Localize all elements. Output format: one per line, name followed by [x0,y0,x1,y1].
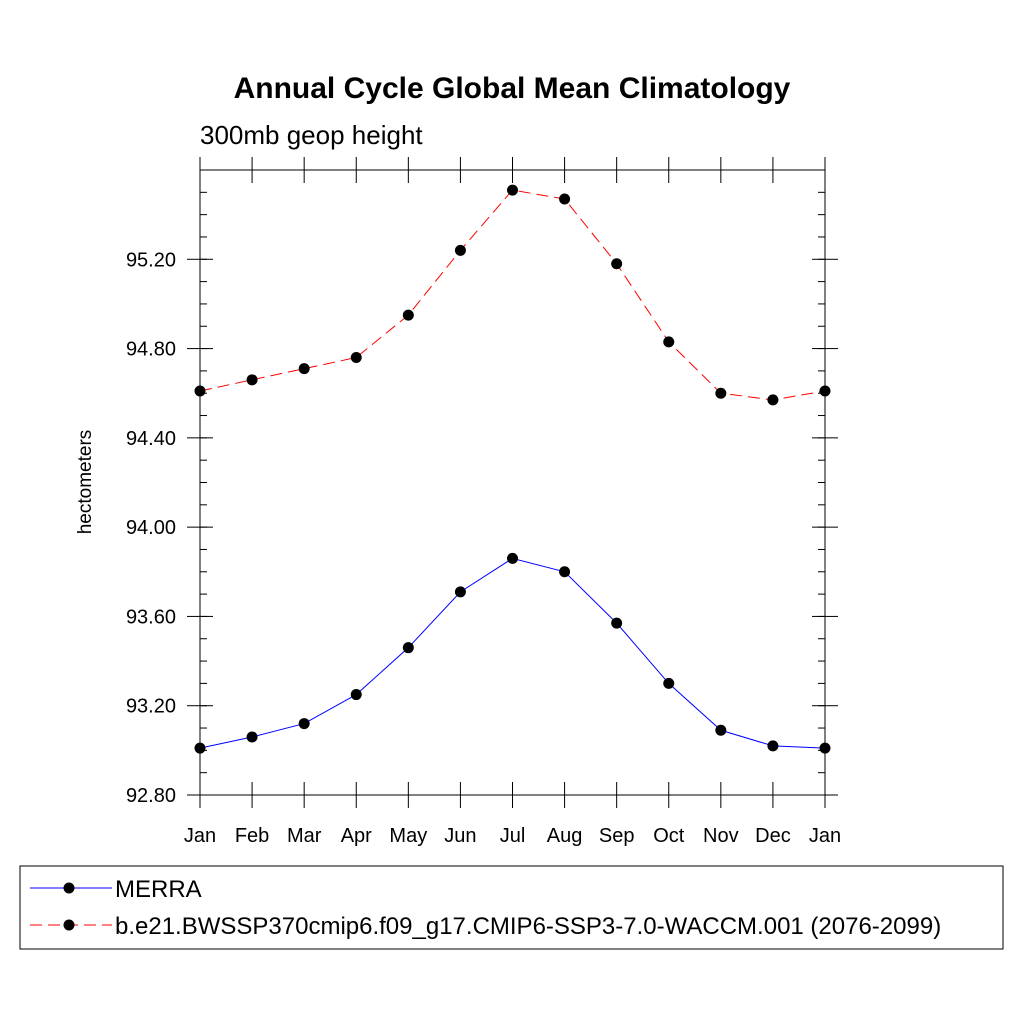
series-layer [194,184,831,754]
x-tick-label: May [389,825,427,847]
data-point [663,336,675,348]
x-tick-label: Dec [755,825,791,847]
data-point [559,193,571,205]
data-point [194,385,206,397]
x-tick-label: Nov [703,825,739,847]
legend-label: MERRA [115,876,202,903]
data-point [298,718,310,730]
legend-marker-1 [63,919,75,931]
data-point [715,724,727,736]
legend: MERRA b.e21.BWSSP370cmip6.f09_g17.CMIP6-S… [19,865,1004,950]
data-point [559,566,571,578]
legend-marker-0 [63,882,75,894]
x-tick-label: Sep [599,825,635,847]
legend-label: b.e21.BWSSP370cmip6.f09_g17.CMIP6-SSP3-7… [115,913,941,940]
data-point [246,374,258,386]
data-point [454,586,466,598]
data-point [246,731,258,743]
x-tick-label: Jun [444,825,476,847]
y-tick-label: 93.60 [126,606,176,628]
x-tick-label: Oct [653,825,685,847]
x-tick-label: Aug [547,825,583,847]
plot-frame [199,169,826,796]
y-tick-label: 93.20 [126,696,176,718]
axis-ticks: Jan Feb Mar Apr May Jun Jul Aug Sep Oct Nov Dec Jan 9… [126,157,841,847]
data-point [715,387,727,399]
chart-subtitle: 300mb geop height [200,120,423,150]
data-point [298,363,310,375]
x-tick-label: Jan [184,825,216,847]
data-point [507,184,518,196]
data-point [611,258,623,270]
y-tick-label: 94.00 [126,517,176,539]
series-line-ssp370 [199,189,826,401]
x-tick-label: Mar [287,825,322,847]
series-line-merra [199,557,826,749]
y-tick-label: 94.80 [126,339,176,361]
data-point [663,677,675,689]
data-point [350,689,362,701]
data-point [767,394,779,406]
x-tick-label: Jul [500,825,526,847]
x-tick-label: Apr [341,825,372,847]
y-tick-label: 94.40 [126,428,176,450]
data-point [454,244,466,256]
data-point [350,352,362,363]
data-point [767,740,779,752]
y-axis-label: hectometers [75,430,96,535]
y-tick-label: 92.80 [126,785,176,807]
legend-box [19,865,1004,950]
data-point [402,309,414,321]
data-point [819,742,831,754]
data-point [402,642,414,654]
y-tick-label: 95.20 [126,249,176,271]
data-point [507,552,518,564]
x-tick-label: Feb [235,825,269,847]
data-point [194,742,206,754]
x-tick-label: Jan [809,825,841,847]
chart-title: Annual Cycle Global Mean Climatology [234,72,791,105]
data-point [819,385,831,397]
data-point [611,617,623,629]
